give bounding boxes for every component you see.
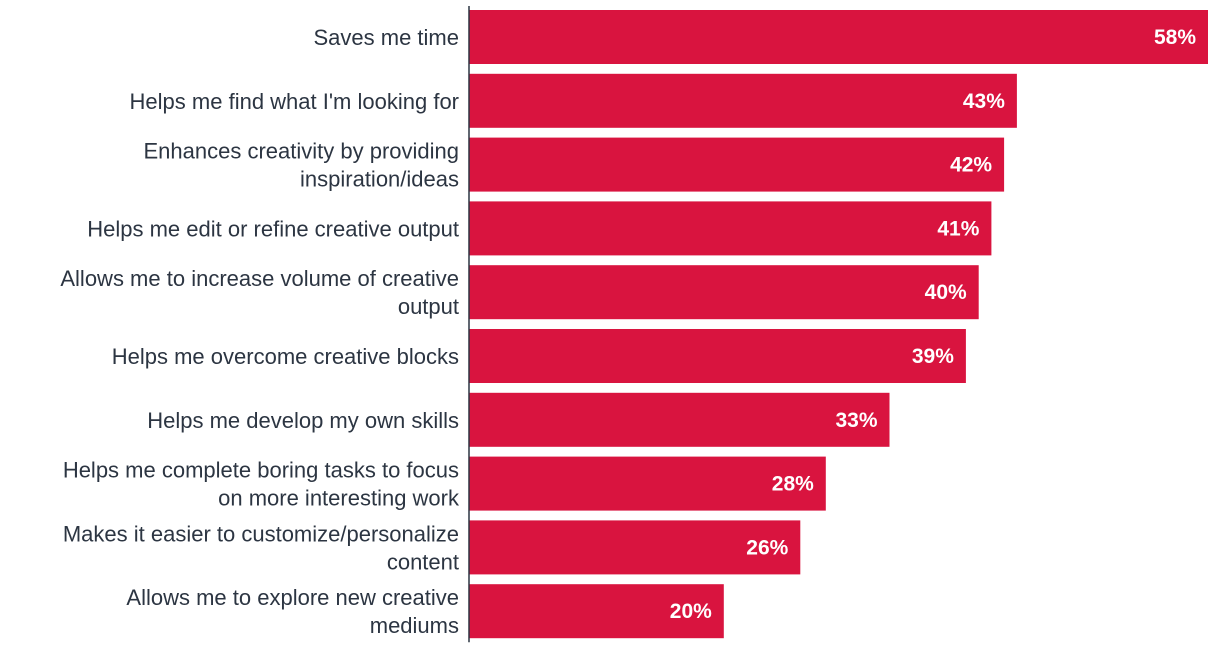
bar <box>469 456 826 511</box>
category-label-line: Saves me time <box>314 25 460 50</box>
bar-value-label: 28% <box>772 473 814 496</box>
category-label: Helps me overcome creative blocks <box>112 344 459 369</box>
category-label-line: output <box>398 294 459 319</box>
category-label-line: Helps me overcome creative blocks <box>112 344 459 369</box>
bars-layer <box>469 10 1208 639</box>
category-label: Enhances creativity by providing inspirat… <box>144 139 460 192</box>
bar <box>469 392 890 447</box>
category-label-line: Helps me develop my own skills <box>147 408 459 433</box>
bar <box>469 201 992 256</box>
bar <box>469 137 1005 192</box>
bar-value-label: 40% <box>925 281 967 304</box>
bar <box>469 265 979 320</box>
category-label: Helps me complete boring tasks to focus o… <box>63 458 460 511</box>
category-label: Allows me to explore new creative mediums <box>126 585 459 638</box>
bar-value-label: 41% <box>937 217 979 240</box>
category-label: Saves me time <box>314 25 460 50</box>
category-label-line: inspiration/ideas <box>300 167 459 192</box>
category-label: Helps me find what I'm looking for <box>130 89 459 114</box>
bar-value-label: 26% <box>746 536 788 559</box>
category-label-line: mediums <box>370 613 459 638</box>
category-label: Helps me edit or refine creative output <box>87 216 459 241</box>
bar-value-label: 43% <box>963 90 1005 113</box>
category-label-line: Enhances creativity by providing <box>144 139 460 164</box>
category-label: Helps me develop my own skills <box>147 408 459 433</box>
bar-value-label: 39% <box>912 345 954 368</box>
bar <box>469 329 966 383</box>
bar <box>469 584 724 639</box>
bar-value-label: 58% <box>1154 26 1196 49</box>
bar-value-label: 33% <box>835 409 877 432</box>
bar-value-label: 42% <box>950 154 992 177</box>
category-label-line: Helps me edit or refine creative output <box>87 216 459 241</box>
category-label-line: content <box>387 549 459 574</box>
value-labels: 58% 43% 42% 41% 40% 39% 33% 28% 26% 20% <box>670 26 1197 623</box>
category-label-line: Allows me to increase volume of creative <box>60 266 459 291</box>
category-label-line: Makes it easier to customize/personalize <box>63 521 459 546</box>
category-labels: Saves me time Helps me find what I'm look… <box>60 25 460 638</box>
category-label-line: Helps me complete boring tasks to focus <box>63 458 459 483</box>
bar <box>469 10 1208 64</box>
bar <box>469 520 801 575</box>
category-label-line: Helps me find what I'm looking for <box>130 89 459 114</box>
category-label-line: on more interesting work <box>218 486 460 511</box>
bar-value-label: 20% <box>670 600 712 623</box>
category-label: Allows me to increase volume of creative… <box>60 266 459 319</box>
category-label-line: Allows me to explore new creative <box>126 585 459 610</box>
bar <box>469 73 1017 128</box>
category-label: Makes it easier to customize/personalize… <box>63 521 459 574</box>
